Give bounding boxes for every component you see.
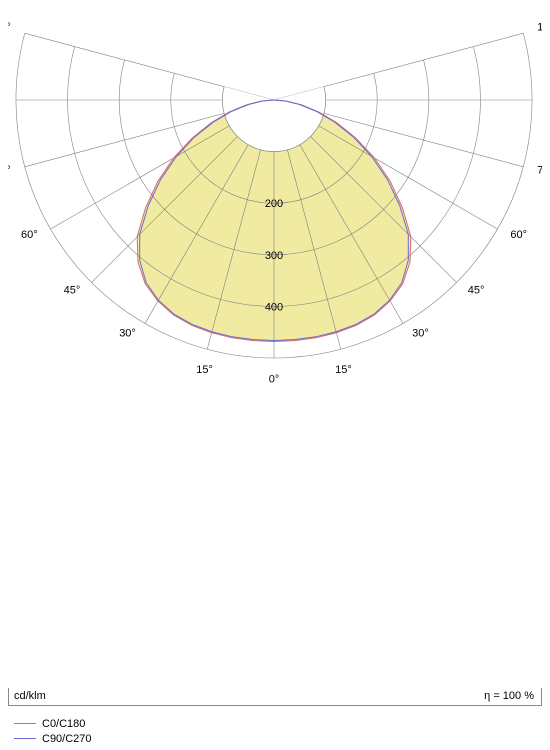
legend-label: C0/C180 <box>42 718 85 730</box>
efficiency-label: η = 100 % <box>484 690 534 702</box>
svg-text:300: 300 <box>265 250 283 262</box>
svg-text:105°: 105° <box>8 22 11 34</box>
legend-swatch <box>14 723 36 724</box>
svg-text:75°: 75° <box>537 164 542 176</box>
svg-text:60°: 60° <box>21 229 38 241</box>
axis-unit-label: cd/klm <box>14 690 46 702</box>
svg-text:0°: 0° <box>269 373 280 385</box>
svg-text:60°: 60° <box>510 229 527 241</box>
svg-text:400: 400 <box>265 301 283 313</box>
legend-item: C90/C270 <box>14 731 92 746</box>
legend-swatch <box>14 738 36 739</box>
svg-text:200: 200 <box>265 198 283 210</box>
svg-text:15°: 15° <box>335 364 352 376</box>
polar-chart-svg: 200 300 400 0° 15° 15° 30° 30° 45° 45° 60° 60° 75° 75… <box>8 8 542 688</box>
svg-text:45°: 45° <box>64 285 81 297</box>
chart-footer: cd/klm η = 100 % <box>8 690 540 706</box>
svg-text:30°: 30° <box>412 327 429 339</box>
svg-text:30°: 30° <box>119 327 136 339</box>
svg-text:75°: 75° <box>8 164 11 176</box>
legend: C0/C180 C90/C270 <box>14 716 92 746</box>
legend-item: C0/C180 <box>14 716 92 731</box>
polar-chart-frame: 200 300 400 0° 15° 15° 30° 30° 45° 45° 60° 60° 75° 75… <box>0 0 550 750</box>
svg-text:45°: 45° <box>468 285 485 297</box>
svg-text:15°: 15° <box>196 364 213 376</box>
legend-label: C90/C270 <box>42 733 92 745</box>
svg-text:105°: 105° <box>537 22 542 34</box>
